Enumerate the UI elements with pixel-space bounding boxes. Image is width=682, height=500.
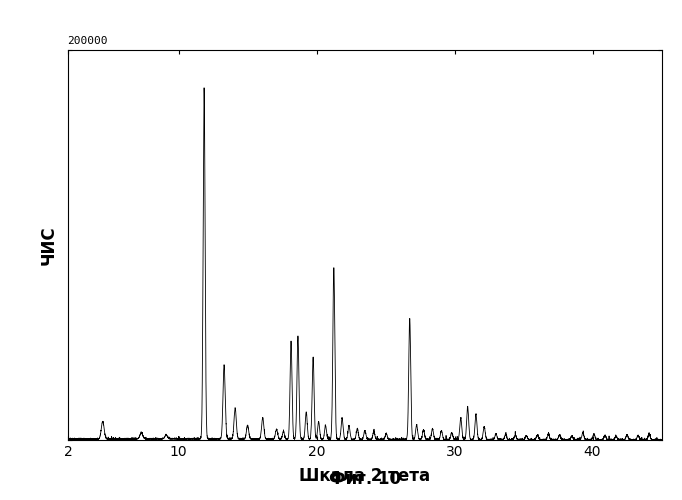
Text: 200000: 200000	[68, 36, 108, 46]
Y-axis label: ЧИС: ЧИС	[40, 225, 58, 265]
X-axis label: Шкала 2 тета: Шкала 2 тета	[299, 467, 430, 485]
Text: Фиг. 10: Фиг. 10	[329, 470, 401, 488]
